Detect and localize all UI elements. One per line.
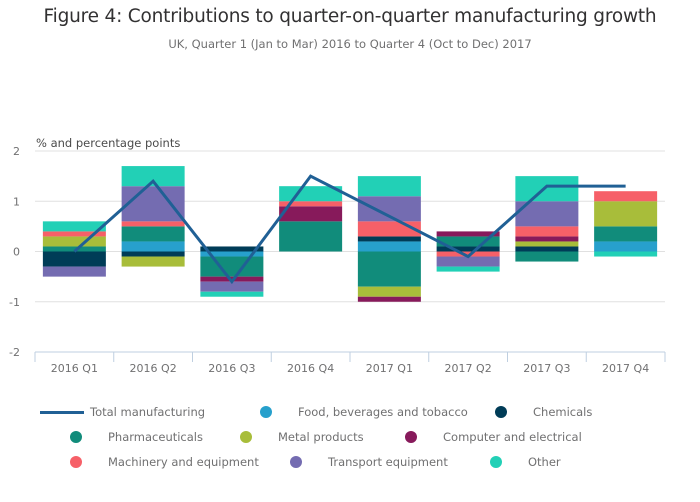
bar-segment-other <box>594 251 658 257</box>
legend-item[interactable]: Machinery and equipment <box>70 455 259 469</box>
bar-segment-transport-equipment <box>42 266 106 277</box>
bar-segment-other <box>357 176 421 197</box>
bar-segment-chemicals <box>42 251 106 267</box>
bar-segment-pharmaceuticals <box>42 246 106 252</box>
x-tick-label: 2017 Q1 <box>366 362 413 375</box>
legend-label: Chemicals <box>533 405 593 419</box>
legend-item[interactable]: Chemicals <box>495 405 592 419</box>
x-tick-label: 2016 Q4 <box>287 362 334 375</box>
chart-area: % and percentage points 2 1 0 -1 -2 2016 Q1 2… <box>9 136 666 375</box>
y-tick-label: 1 <box>13 195 20 208</box>
bar-segment-machinery-and-equipment <box>436 251 500 257</box>
bar-segment-food-beverages-and-tobacco <box>200 251 264 257</box>
x-tick-label: 2016 Q1 <box>51 362 98 375</box>
legend-item[interactable]: Pharmaceuticals <box>70 430 203 444</box>
y-tick-label: -1 <box>9 296 20 309</box>
bar-segment-pharmaceuticals <box>279 221 343 252</box>
bar-segment-other <box>121 166 185 187</box>
bar-segment-other <box>42 221 106 232</box>
line-swatch-icon <box>40 410 84 414</box>
chart-subtitle: UK, Quarter 1 (Jan to Mar) 2016 to Quart… <box>168 37 532 51</box>
bar-segment-transport-equipment <box>436 256 500 267</box>
bar-segment-pharmaceuticals <box>515 251 579 262</box>
bar-segment-machinery-and-equipment <box>515 226 579 237</box>
legend-item[interactable]: Computer and electrical <box>405 430 582 444</box>
bar-segment-chemicals <box>357 236 421 242</box>
circle-swatch-icon <box>495 406 507 418</box>
circle-swatch-icon <box>70 456 82 468</box>
x-tick-label: 2016 Q2 <box>130 362 177 375</box>
bar-segment-computer-and-electrical <box>515 236 579 242</box>
circle-swatch-icon <box>240 431 252 443</box>
bar-segment-food-beverages-and-tobacco <box>594 241 658 252</box>
bar-segment-chemicals <box>436 246 500 252</box>
legend-item[interactable]: Food, beverages and tobacco <box>260 405 468 419</box>
legend-label: Transport equipment <box>328 455 448 469</box>
bar-segment-metal-products <box>357 286 421 297</box>
bar-segment-pharmaceuticals <box>200 256 264 277</box>
bar-segment-computer-and-electrical <box>279 206 343 222</box>
bar-segment-metal-products <box>594 201 658 227</box>
bar-segment-machinery-and-equipment <box>42 231 106 237</box>
x-tick-label: 2016 Q3 <box>208 362 255 375</box>
bar-segment-other <box>515 176 579 202</box>
total-manufacturing-line <box>73 174 626 285</box>
bar-segment-machinery-and-equipment <box>594 191 658 202</box>
bar-segment-chemicals <box>515 246 579 252</box>
chart-title: Figure 4: Contributions to quarter-on-qu… <box>43 6 657 27</box>
bar-segment-pharmaceuticals <box>436 236 500 247</box>
bar-segment-machinery-and-equipment <box>121 221 185 227</box>
x-tick-label: 2017 Q4 <box>602 362 649 375</box>
bar-segment-metal-products <box>515 241 579 247</box>
bar-segment-other <box>436 266 500 272</box>
x-tick-label: 2017 Q2 <box>445 362 492 375</box>
bar-segment-chemicals <box>121 251 185 257</box>
y-axis-label: % and percentage points <box>36 136 180 150</box>
bar-segment-pharmaceuticals <box>121 226 185 242</box>
bar-segment-food-beverages-and-tobacco <box>121 241 185 252</box>
legend-item[interactable]: Metal products <box>240 430 364 444</box>
bar-segment-computer-and-electrical <box>357 296 421 302</box>
bar-segment-chemicals <box>200 246 264 252</box>
y-tick-label: -2 <box>9 346 20 359</box>
bar-segment-transport-equipment <box>200 281 264 292</box>
y-tick-label: 0 <box>13 246 20 259</box>
legend-label: Metal products <box>278 430 364 444</box>
legend-item[interactable]: Total manufacturing <box>40 405 205 419</box>
circle-swatch-icon <box>490 456 502 468</box>
legend-label: Other <box>528 455 561 469</box>
bar-segment-pharmaceuticals <box>357 251 421 287</box>
bar-segment-transport-equipment <box>121 186 185 222</box>
circle-swatch-icon <box>290 456 302 468</box>
legend-item[interactable]: Transport equipment <box>290 455 448 469</box>
legend-item[interactable]: Other <box>490 455 561 469</box>
circle-swatch-icon <box>70 431 82 443</box>
bar-segment-food-beverages-and-tobacco <box>357 241 421 252</box>
legend-label: Food, beverages and tobacco <box>298 405 468 419</box>
bar-segment-computer-and-electrical <box>436 231 500 237</box>
legend-label: Computer and electrical <box>443 430 582 444</box>
circle-swatch-icon <box>260 406 272 418</box>
legend-label: Total manufacturing <box>90 405 206 419</box>
bar-segment-machinery-and-equipment <box>279 201 343 207</box>
bar-segment-metal-products <box>42 236 106 247</box>
bar-segment-metal-products <box>121 256 185 267</box>
legend-label: Pharmaceuticals <box>108 430 203 444</box>
x-tick-label: 2017 Q3 <box>523 362 570 375</box>
circle-swatch-icon <box>405 431 417 443</box>
y-tick-label: 2 <box>13 145 20 158</box>
bar-segment-pharmaceuticals <box>594 226 658 242</box>
legend-label: Machinery and equipment <box>108 455 259 469</box>
bar-segment-computer-and-electrical <box>200 276 264 282</box>
bar-segment-other <box>200 291 264 297</box>
